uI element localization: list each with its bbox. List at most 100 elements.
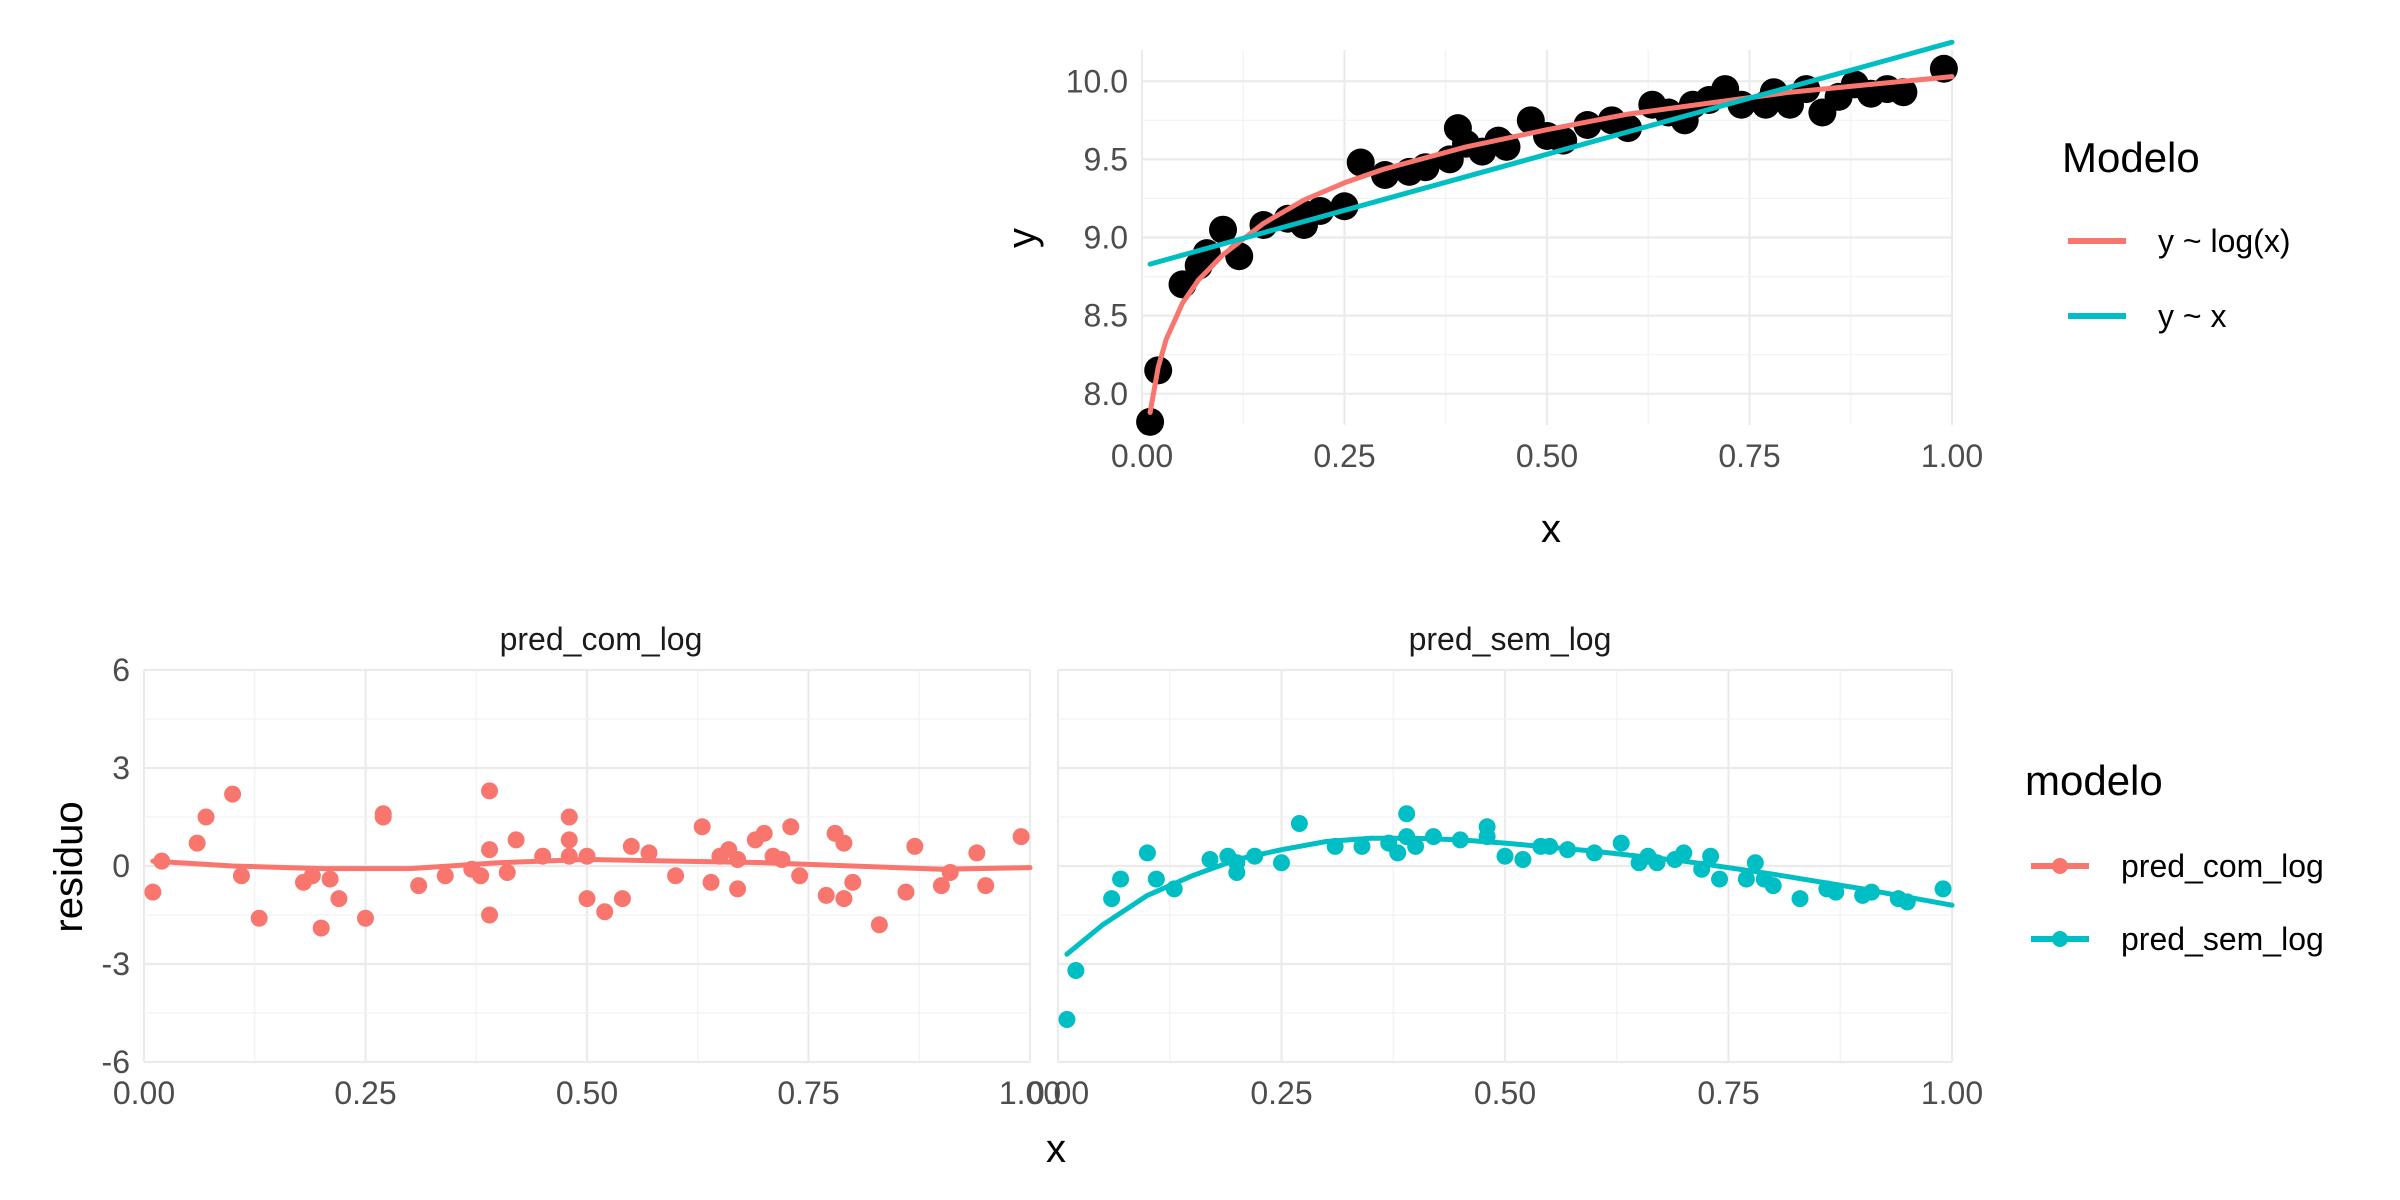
x-tick-label: 0.00 [1111, 438, 1173, 474]
data-point [613, 890, 631, 908]
data-point [1934, 880, 1952, 898]
data-point [1612, 834, 1630, 852]
data-point [1136, 407, 1165, 436]
data-point [1514, 850, 1532, 868]
data-point [224, 785, 242, 803]
data-point [507, 831, 525, 849]
series-line [1064, 835, 1955, 957]
data-point [1201, 850, 1219, 868]
data-point [578, 890, 596, 908]
y-tick-label: 0 [112, 848, 130, 884]
x-tick-label: 0.50 [556, 1075, 618, 1111]
data-point [250, 909, 268, 927]
data-point [1067, 962, 1085, 980]
data-point [560, 831, 578, 849]
series-line [1147, 39, 1955, 267]
x-tick-label: 0.75 [1697, 1075, 1759, 1111]
series-line [1147, 74, 1955, 415]
data-point [1478, 818, 1496, 836]
y-tick-label: -3 [102, 946, 130, 982]
data-point [1225, 242, 1254, 271]
data-point [1209, 215, 1237, 244]
data-point [693, 818, 711, 836]
data-point [844, 873, 862, 891]
data-point [1112, 870, 1130, 888]
data-point [1290, 815, 1308, 833]
x-tick-label: 0.25 [334, 1075, 396, 1111]
y-tick-label: 8.0 [1084, 376, 1128, 412]
y-tick-label: 10.0 [1066, 63, 1128, 99]
series-line [150, 857, 1033, 872]
x-tick-label: 0.75 [1718, 438, 1780, 474]
data-point [1138, 844, 1156, 862]
y-tick-label: 3 [112, 750, 130, 786]
x-tick-label: 0.25 [1313, 438, 1375, 474]
data-point [197, 808, 215, 826]
data-point [906, 837, 924, 855]
data-point [791, 867, 809, 885]
x-tick-label: 0.00 [113, 1075, 175, 1111]
data-point [640, 844, 658, 862]
data-point [357, 909, 374, 927]
legend-label-com: pred_com_log [2121, 848, 2324, 884]
data-point [729, 850, 747, 868]
data-point [1889, 78, 1918, 107]
data-point [1058, 1011, 1076, 1029]
data-point [1398, 805, 1416, 823]
data-point [1791, 890, 1809, 908]
data-point [232, 867, 250, 885]
data-point [1353, 837, 1371, 855]
data-point [596, 903, 614, 921]
data-point [374, 808, 392, 826]
x-tick-label: 1.00 [1921, 438, 1983, 474]
data-point [1711, 870, 1729, 888]
data-point [817, 886, 835, 904]
data-point [1702, 847, 1720, 865]
data-point [410, 877, 428, 895]
top-legend-title: Modelo [2062, 134, 2200, 181]
x-tick-label: 0.25 [1250, 1075, 1312, 1111]
x-tick-label: 0.50 [1474, 1075, 1536, 1111]
data-point [481, 906, 499, 924]
y-tick-label: 9.5 [1084, 141, 1128, 177]
data-point [1827, 883, 1845, 901]
top-y-axis-title: y [1000, 228, 1044, 248]
data-point [835, 834, 853, 852]
data-point [498, 864, 516, 882]
data-point [312, 919, 330, 937]
y-tick-label: 9.0 [1084, 220, 1128, 256]
data-point [897, 883, 915, 901]
bottom-x-axis-title: x [1046, 1127, 1066, 1171]
grid [142, 50, 1954, 1064]
data-point [977, 877, 995, 895]
data-point [870, 916, 888, 934]
data-point [702, 873, 720, 891]
data-point [303, 867, 321, 885]
legend-key-com-dot [2052, 858, 2068, 874]
x-tick-label: 1.00 [999, 1075, 1061, 1111]
data-point [1389, 844, 1407, 862]
data-point [481, 782, 499, 800]
data-point [755, 824, 773, 842]
x-tick-label: 0.75 [777, 1075, 839, 1111]
strip-pred-com-log: pred_com_log [500, 621, 703, 657]
legend-key-sem-dot [2052, 931, 2068, 947]
data-point [968, 844, 986, 862]
x-tick-label: 1.00 [1921, 1075, 1983, 1111]
data-point [1273, 854, 1290, 872]
top-x-axis-title: x [1541, 507, 1561, 551]
strip-pred-sem-log: pred_sem_log [1409, 621, 1612, 657]
y-tick-label: 8.5 [1084, 298, 1128, 334]
data-point [472, 867, 490, 885]
bottom-legend-title: modelo [2025, 757, 2163, 804]
data-point [1746, 854, 1764, 872]
data-point [1012, 828, 1030, 846]
marks: 0.00 0.25 0.50 0.75 1.00 8.0 8.5 9.0 9.5 10.0 0.00… [102, 39, 1983, 1111]
data-point [560, 808, 578, 826]
data-point [436, 867, 454, 885]
data-point [1675, 844, 1693, 862]
data-point [782, 818, 800, 836]
data-point [667, 867, 685, 885]
data-point [1573, 111, 1602, 139]
data-point [188, 834, 206, 852]
